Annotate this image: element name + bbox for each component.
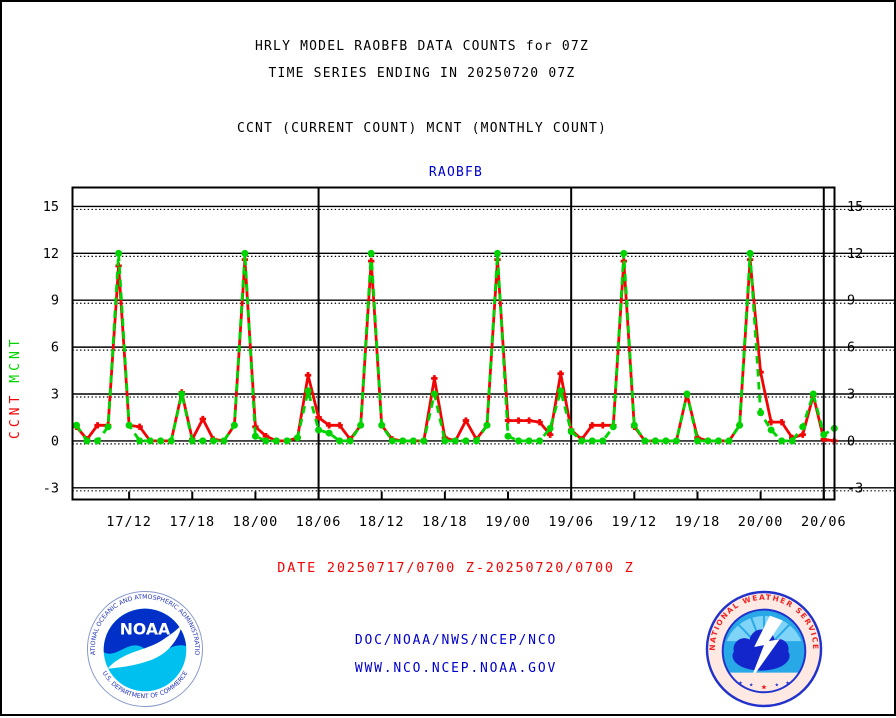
date-range-caption: DATE 20250717/0700 Z-20250720/0700 Z [16,560,896,576]
y-tick-label-right: 12 [847,246,863,262]
y-tick-label-right: 15 [847,199,863,215]
x-tick-label: 20/00 [738,514,784,530]
gridlines [73,206,896,490]
y-tick-label-left: 9 [51,293,59,309]
y-tick-label-left: -3 [43,480,59,496]
x-tick-label: 18/06 [296,514,342,530]
y-tick-label-left: 6 [51,340,59,356]
svg-text:★: ★ [775,680,779,688]
svg-text:★: ★ [738,678,742,686]
x-tick-label: 18/18 [422,514,468,530]
x-tick-label: 18/12 [359,514,405,530]
y-tick-label-left: 0 [51,433,59,449]
x-tick-label: 19/12 [612,514,658,530]
y-tick-label-right: 0 [847,433,855,449]
y-tick-label-right: -3 [847,480,863,496]
y-tick-label-right: 6 [847,340,855,356]
svg-text:★: ★ [786,678,790,686]
y-tick-label-left: 12 [43,246,59,262]
x-tick-label: 19/06 [548,514,594,530]
x-tick-label: 17/18 [169,514,215,530]
y-tick-label-left: 3 [51,387,59,403]
x-tick-label: 18/00 [233,514,279,530]
nws-logo: ★★ ★ ★★ NATIONAL WEATHER SERVICE [705,590,823,708]
x-axis: 17/12 17/18 18/00 18/06 18/12 18/18 19/00 19/06… [106,492,846,531]
day-dividers [319,188,824,500]
x-tick-label: 17/12 [106,514,152,530]
noaa-logo: NOAA NATIONAL OCEANIC AND ATMOSPHERIC AD… [86,590,204,708]
plot-frame [73,188,835,500]
x-tick-label: 19/18 [675,514,721,530]
y-tick-label-right: 3 [847,387,855,403]
noaa-logo-word: NOAA [120,619,171,638]
y-tick-label-right: 9 [847,293,855,309]
svg-text:★: ★ [761,681,767,692]
svg-text:★: ★ [749,680,753,688]
y-tick-label-left: 15 [43,199,59,215]
x-tick-label: 20/06 [801,514,847,530]
x-tick-label: 19/00 [485,514,531,530]
